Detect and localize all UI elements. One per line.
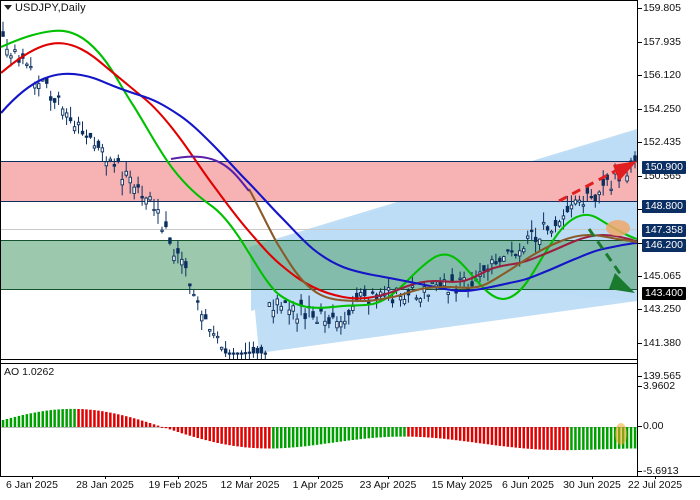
price-series [1,21,637,359]
date-axis-tick [528,476,529,479]
date-axis-tick [250,476,251,479]
price-axis[interactable]: 159.805 157.935 156.120 154.250 152.435 150.5… [638,0,700,477]
ma-brown-line [248,188,637,303]
target-price-label[interactable]: 143.400 [642,287,686,300]
date-axis-label: 28 Jan 2025 [76,479,134,491]
symbol-period-label: USDJPY,Daily [15,2,86,14]
date-axis-label: 1 Apr 2025 [292,479,344,491]
resistance-price-label[interactable]: 148.800 [642,200,686,213]
date-axis-tick [592,476,593,479]
date-axis-tick [105,476,106,479]
axis-tick-label: 145.065 [643,270,681,282]
date-axis-label: 6 Jan 2025 [6,479,58,491]
resistance-zone-bottom-line [1,201,637,202]
ma-purple-line [170,155,250,192]
ao-zero-line [1,427,637,428]
ma-blue-line [1,72,374,277]
axis-tick-label: 3.9602 [643,380,676,392]
bullish-forecast-arrow [558,161,637,203]
axis-tick-label: 152.435 [643,136,681,148]
bearish-forecast-arrow [587,228,635,293]
date-axis-tick [32,476,33,479]
date-axis-tick [318,476,319,479]
date-axis-tick [388,476,389,479]
axis-tick-label: 159.805 [643,2,681,14]
axis-tick-label: 139.565 [643,370,681,382]
support-price-label[interactable]: 146.200 [642,239,686,252]
date-axis-tick [178,476,179,479]
ao-histogram [1,408,637,451]
date-axis-label: 30 Jun 2025 [563,479,621,491]
awesome-oscillator-pane[interactable]: AO 1.0262 [1,364,637,476]
date-axis-label: 12 Mar 2025 [220,479,280,491]
axis-tick-label: 157.935 [643,36,681,48]
symbol-period-header[interactable]: USDJPY,Daily [4,2,86,14]
date-axis-tick [462,476,463,479]
date-axis-tick [655,476,656,479]
date-axis-label: 22 Jul 2025 [627,479,683,491]
resistance-zone [1,161,637,201]
axis-tick-label: 0.00 [643,420,664,432]
candlestick-series [1,21,637,359]
price-pane[interactable] [1,1,637,359]
axis-tick-label: 143.250 [643,303,681,315]
axis-tick-label: -5.6913 [643,465,679,477]
resistance-price-label[interactable]: 150.900 [642,161,686,174]
axis-tick-label: 156.120 [643,69,681,81]
ma-blue-line-right [372,241,637,293]
support-zone-top-line [1,240,637,241]
axis-tick-label: 141.380 [643,337,681,349]
date-axis-label: 19 Feb 2025 [148,479,208,491]
ao-last-bar-highlight [615,423,627,445]
ma-red-line [1,42,374,300]
date-axis[interactable]: 6 Jan 2025 28 Jan 2025 19 Feb 2025 12 Mar 2… [0,479,700,499]
date-axis-label: 15 May 2025 [431,479,493,491]
resistance-zone-top-line [1,161,637,162]
current-price-highlight [606,220,630,236]
caret-down-icon[interactable] [4,4,12,10]
current-price-price-label[interactable]: 147.358 [642,224,686,237]
date-axis-label: 23 Apr 2025 [359,479,417,491]
support-zone [1,240,637,289]
axis-tick-label: 154.250 [643,103,681,115]
ao-indicator-label: AO 1.0262 [4,366,55,378]
date-axis-label: 6 Jun 2025 [502,479,554,491]
ma-green-line [1,29,637,309]
price-gridline-mid [1,229,637,230]
